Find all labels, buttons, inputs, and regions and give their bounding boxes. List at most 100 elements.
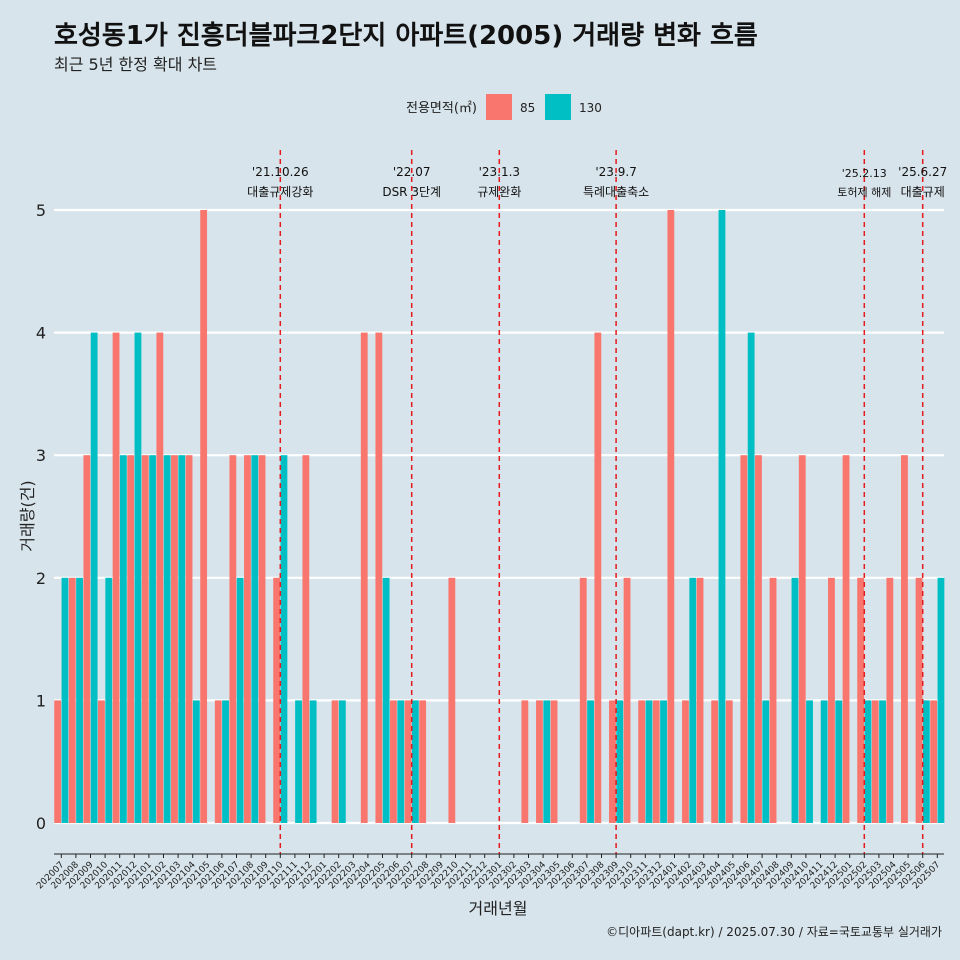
bar-130-202202 [338,700,346,823]
y-tick-label: 0 [36,814,46,833]
bar-130-202009 [90,332,98,823]
bars [54,210,945,823]
bar-130-202412 [835,700,843,823]
bar-85-202102 [156,332,164,823]
bar-85-202011 [112,332,120,823]
bar-85-202503 [871,700,879,823]
bar-85-202310 [623,577,631,823]
annotation-label: 토허제 해제 [837,185,891,199]
bar-85-202501 [842,455,850,823]
bar-130-202503 [879,700,886,823]
bar-130-202402 [689,577,697,823]
annotations: '21.10.26 대출규제강화 '22.07 DSR 3단계 '23.1.3 규제완화 '… [247,150,947,854]
bar-130-202110 [280,455,288,823]
bar-85-202009 [83,455,91,823]
bar-85-202207 [404,700,412,823]
bar-130-202207 [411,700,419,823]
x-axis-title: 거래년월 [469,899,528,918]
bar-85-202205 [375,332,383,823]
bar-130-202104 [192,700,200,823]
y-tick-label: 4 [36,324,46,343]
y-tick-label: 5 [36,201,46,220]
bar-130-202410 [806,700,813,823]
bar-130-202102 [163,455,171,823]
bar-85-202502 [857,577,865,823]
bar-85-202412 [828,577,835,823]
bar-85-202401 [667,210,675,823]
bar-130-202507 [937,577,945,823]
legend-label-130: 130 [579,101,602,115]
bar-130-202404 [718,210,726,823]
bar-85-202109 [258,455,266,823]
bar-85-202407 [755,455,762,823]
x-axis: 2020072020082020092020102020112020122021… [35,853,944,891]
annotation-date: '23.1.3 [479,165,520,179]
bar-85-202012 [127,455,135,823]
bar-130-202411 [820,700,828,823]
bar-85-202311 [638,700,646,823]
bar-85-202010 [98,700,105,823]
annotation-label: 대출규제 [901,185,945,199]
annotation-label: 규제완화 [477,185,521,199]
bar-85-202210 [448,577,456,823]
bar-85-202103 [171,455,178,823]
bar-130-202008 [76,577,83,823]
bar-85-202208 [419,700,427,823]
bar-85-202506 [915,577,923,823]
bar-85-202408 [769,577,777,823]
bar-130-202309 [616,700,624,823]
bar-85-202504 [886,577,894,823]
chart-title: 호성동1가 진흥더블파크2단지 아파트(2005) 거래량 변화 흐름 [54,21,758,51]
caption: ©디아파트(dapt.kr) / 2025.07.30 / 자료=국토교통부 실… [606,925,942,939]
y-tick-label: 1 [36,691,46,710]
bar-130-202106 [222,700,229,823]
bar-85-202008 [68,577,76,823]
bar-85-202307 [579,577,587,823]
bar-85-202505 [901,455,908,823]
annotation-date: '25.2.13 [842,167,887,180]
bar-130-202407 [762,700,770,823]
bar-130-202206 [397,700,405,823]
bar-85-202007 [54,700,62,823]
bar-85-202312 [652,700,660,823]
legend-label-85: 85 [520,101,535,115]
bar-130-202409 [791,577,799,823]
annotation-date: '25.6.27 [898,165,947,179]
bar-85-202305 [550,700,558,823]
bar-85-202309 [609,700,616,823]
y-tick-label: 3 [36,446,46,465]
bar-85-202112 [302,455,310,823]
annotation-date: '21.10.26 [252,165,309,179]
annotation-date: '22.07 [393,165,431,179]
bar-85-202406 [740,455,748,823]
bar-130-202304 [543,700,551,823]
bar-85-202410 [798,455,806,823]
bar-85-202507 [930,700,938,823]
legend-title: 전용면적(㎡) [406,101,477,116]
bar-85-202105 [200,210,208,823]
bar-85-202110 [273,577,281,823]
bar-130-202007 [61,577,69,823]
bar-130-202406 [747,332,755,823]
bar-130-202311 [645,700,653,823]
legend-swatch-85 [486,94,512,120]
bar-130-202111 [295,700,302,823]
annotation-date: '23.9.7 [595,165,636,179]
chart-subtitle: 최근 5년 한정 확대 차트 [54,55,217,74]
annotation-label: 특례대출축소 [583,185,649,199]
bar-130-202011 [119,455,127,823]
bar-85-202106 [214,700,222,823]
legend-swatch-130 [545,94,571,120]
annotation-label: 대출규제강화 [247,185,313,199]
bar-85-202404 [711,700,719,823]
bar-130-202112 [309,700,317,823]
bar-130-202307 [587,700,594,823]
bar-130-202010 [105,577,113,823]
bar-130-202101 [149,455,156,823]
bar-85-202101 [141,455,149,823]
bar-85-202303 [521,700,529,823]
bar-85-202304 [536,700,543,823]
bar-85-202104 [185,455,193,823]
bar-85-202206 [390,700,397,823]
